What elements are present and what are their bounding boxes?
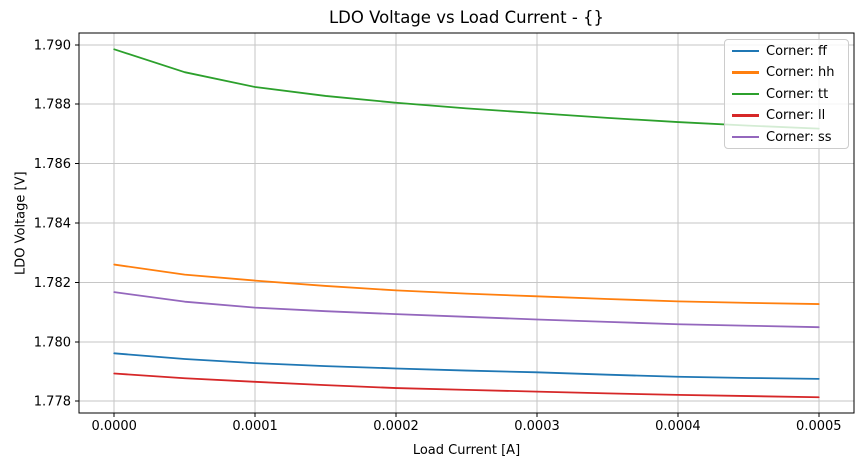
legend-item-hh: Corner: hh bbox=[725, 62, 848, 84]
y-tick-label: 1.786 bbox=[34, 157, 71, 172]
legend-item-tt: Corner: tt bbox=[725, 83, 848, 105]
legend-item-ss: Corner: ss bbox=[725, 126, 848, 148]
x-axis-label: Load Current [A] bbox=[412, 443, 521, 458]
series-line-ss bbox=[113, 291, 820, 329]
y-axis-label: LDO Voltage [V] bbox=[13, 171, 29, 275]
legend-swatch-tt bbox=[732, 92, 759, 96]
legend-swatch-ll bbox=[732, 114, 759, 117]
legend-swatch-ff bbox=[732, 49, 759, 53]
legend-label: Corner: hh bbox=[766, 65, 835, 80]
x-tick-label: 0.0005 bbox=[796, 419, 842, 434]
legend-swatch-ss bbox=[732, 135, 759, 139]
legend-item-ff: Corner: ff bbox=[725, 40, 848, 62]
y-tick-label: 1.780 bbox=[34, 335, 71, 350]
x-tick-label: 0.0003 bbox=[514, 419, 560, 434]
legend-label: Corner: tt bbox=[766, 86, 829, 102]
x-tick-label: 0.0002 bbox=[373, 419, 419, 434]
legend-label: Corner: ll bbox=[766, 108, 826, 123]
x-tick-label: 0.0001 bbox=[232, 419, 278, 434]
legend-label: Corner: ss bbox=[766, 129, 832, 145]
y-tick-label: 1.788 bbox=[34, 98, 71, 113]
y-tick-label: 1.784 bbox=[34, 217, 71, 232]
series-line-ff bbox=[113, 352, 820, 380]
y-tick-label: 1.778 bbox=[34, 395, 71, 410]
legend-item-ll: Corner: ll bbox=[725, 105, 848, 127]
series-line-ll bbox=[113, 372, 820, 399]
series-line-hh bbox=[113, 263, 820, 305]
series-line-tt bbox=[113, 48, 820, 130]
legend-swatch-hh bbox=[732, 71, 759, 74]
legend: Corner: ff Corner: hh Corner: tt Corner: ll… bbox=[724, 39, 849, 149]
legend-label: Corner: ff bbox=[766, 43, 827, 59]
chart-title: LDO Voltage vs Load Current - {} bbox=[328, 8, 605, 27]
y-tick-label: 1.790 bbox=[34, 38, 71, 53]
y-tick-label: 1.782 bbox=[34, 276, 71, 291]
x-tick-label: 0.0004 bbox=[655, 419, 701, 434]
x-tick-label: 0.0000 bbox=[91, 419, 137, 434]
